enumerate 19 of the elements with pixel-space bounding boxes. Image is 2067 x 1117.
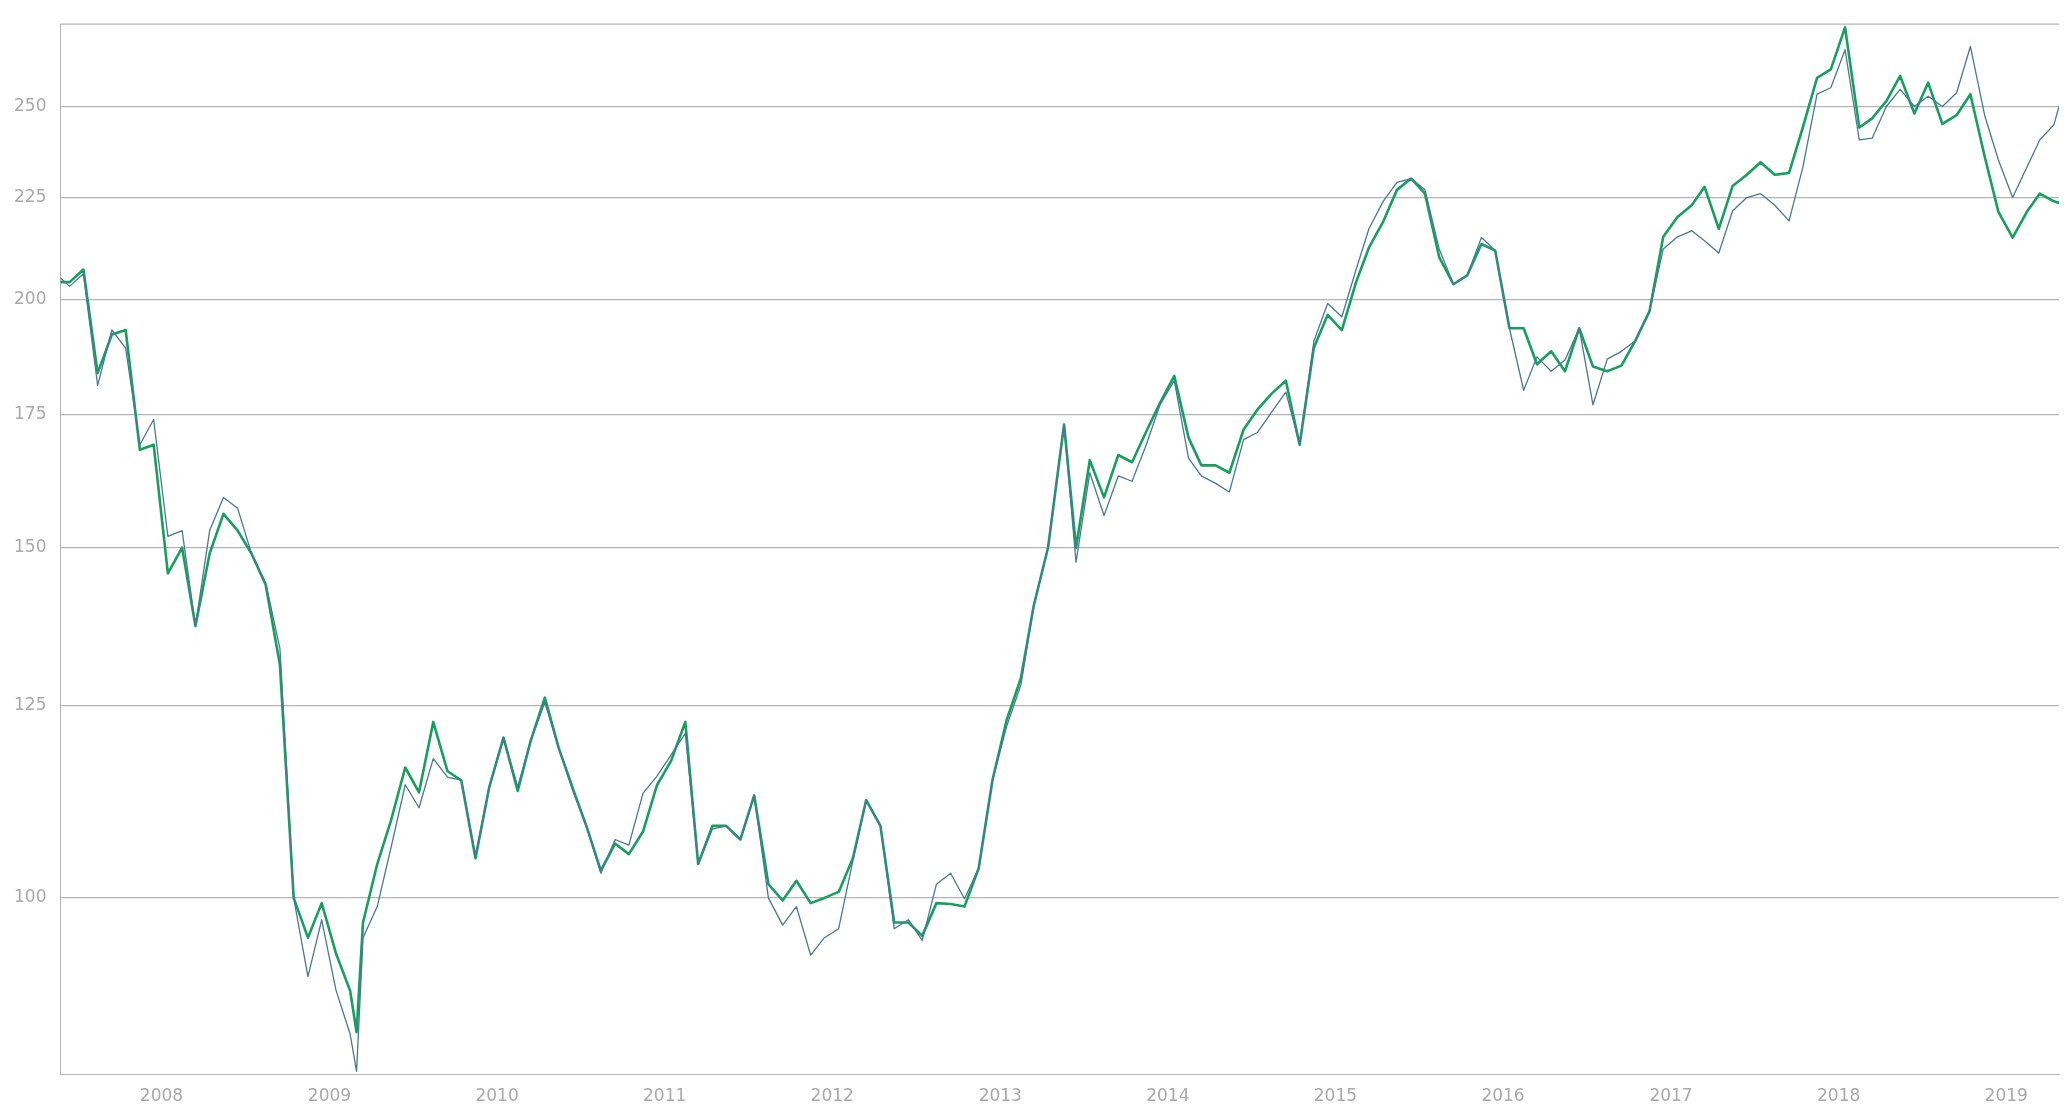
y-tick-label: 175 xyxy=(13,403,47,423)
x-tick-label: 2016 xyxy=(1481,1085,1525,1106)
x-tick-label: 2019 xyxy=(1984,1085,2028,1106)
x-tick-label: 2018 xyxy=(1816,1085,1861,1106)
x-tick-label: 2011 xyxy=(643,1085,687,1106)
y-tick-label: 225 xyxy=(13,185,47,206)
x-tick-label: 2015 xyxy=(1313,1085,1358,1106)
y-tick-label: 125 xyxy=(13,693,47,714)
y-tick-label: 150 xyxy=(13,536,47,557)
y-tick-label: 100 xyxy=(13,886,47,907)
x-tick-label: 2014 xyxy=(1146,1085,1190,1106)
y-tick-label: 200 xyxy=(13,287,47,308)
y-tick-label: 250 xyxy=(13,94,47,115)
x-tick-label: 2010 xyxy=(475,1085,519,1106)
x-tick-label: 2013 xyxy=(978,1085,1022,1106)
x-tick-label: 2017 xyxy=(1649,1085,1693,1106)
x-tick-label: 2008 xyxy=(139,1085,184,1106)
x-tick-label: 2009 xyxy=(307,1085,352,1106)
x-tick-label: 2012 xyxy=(810,1085,854,1106)
